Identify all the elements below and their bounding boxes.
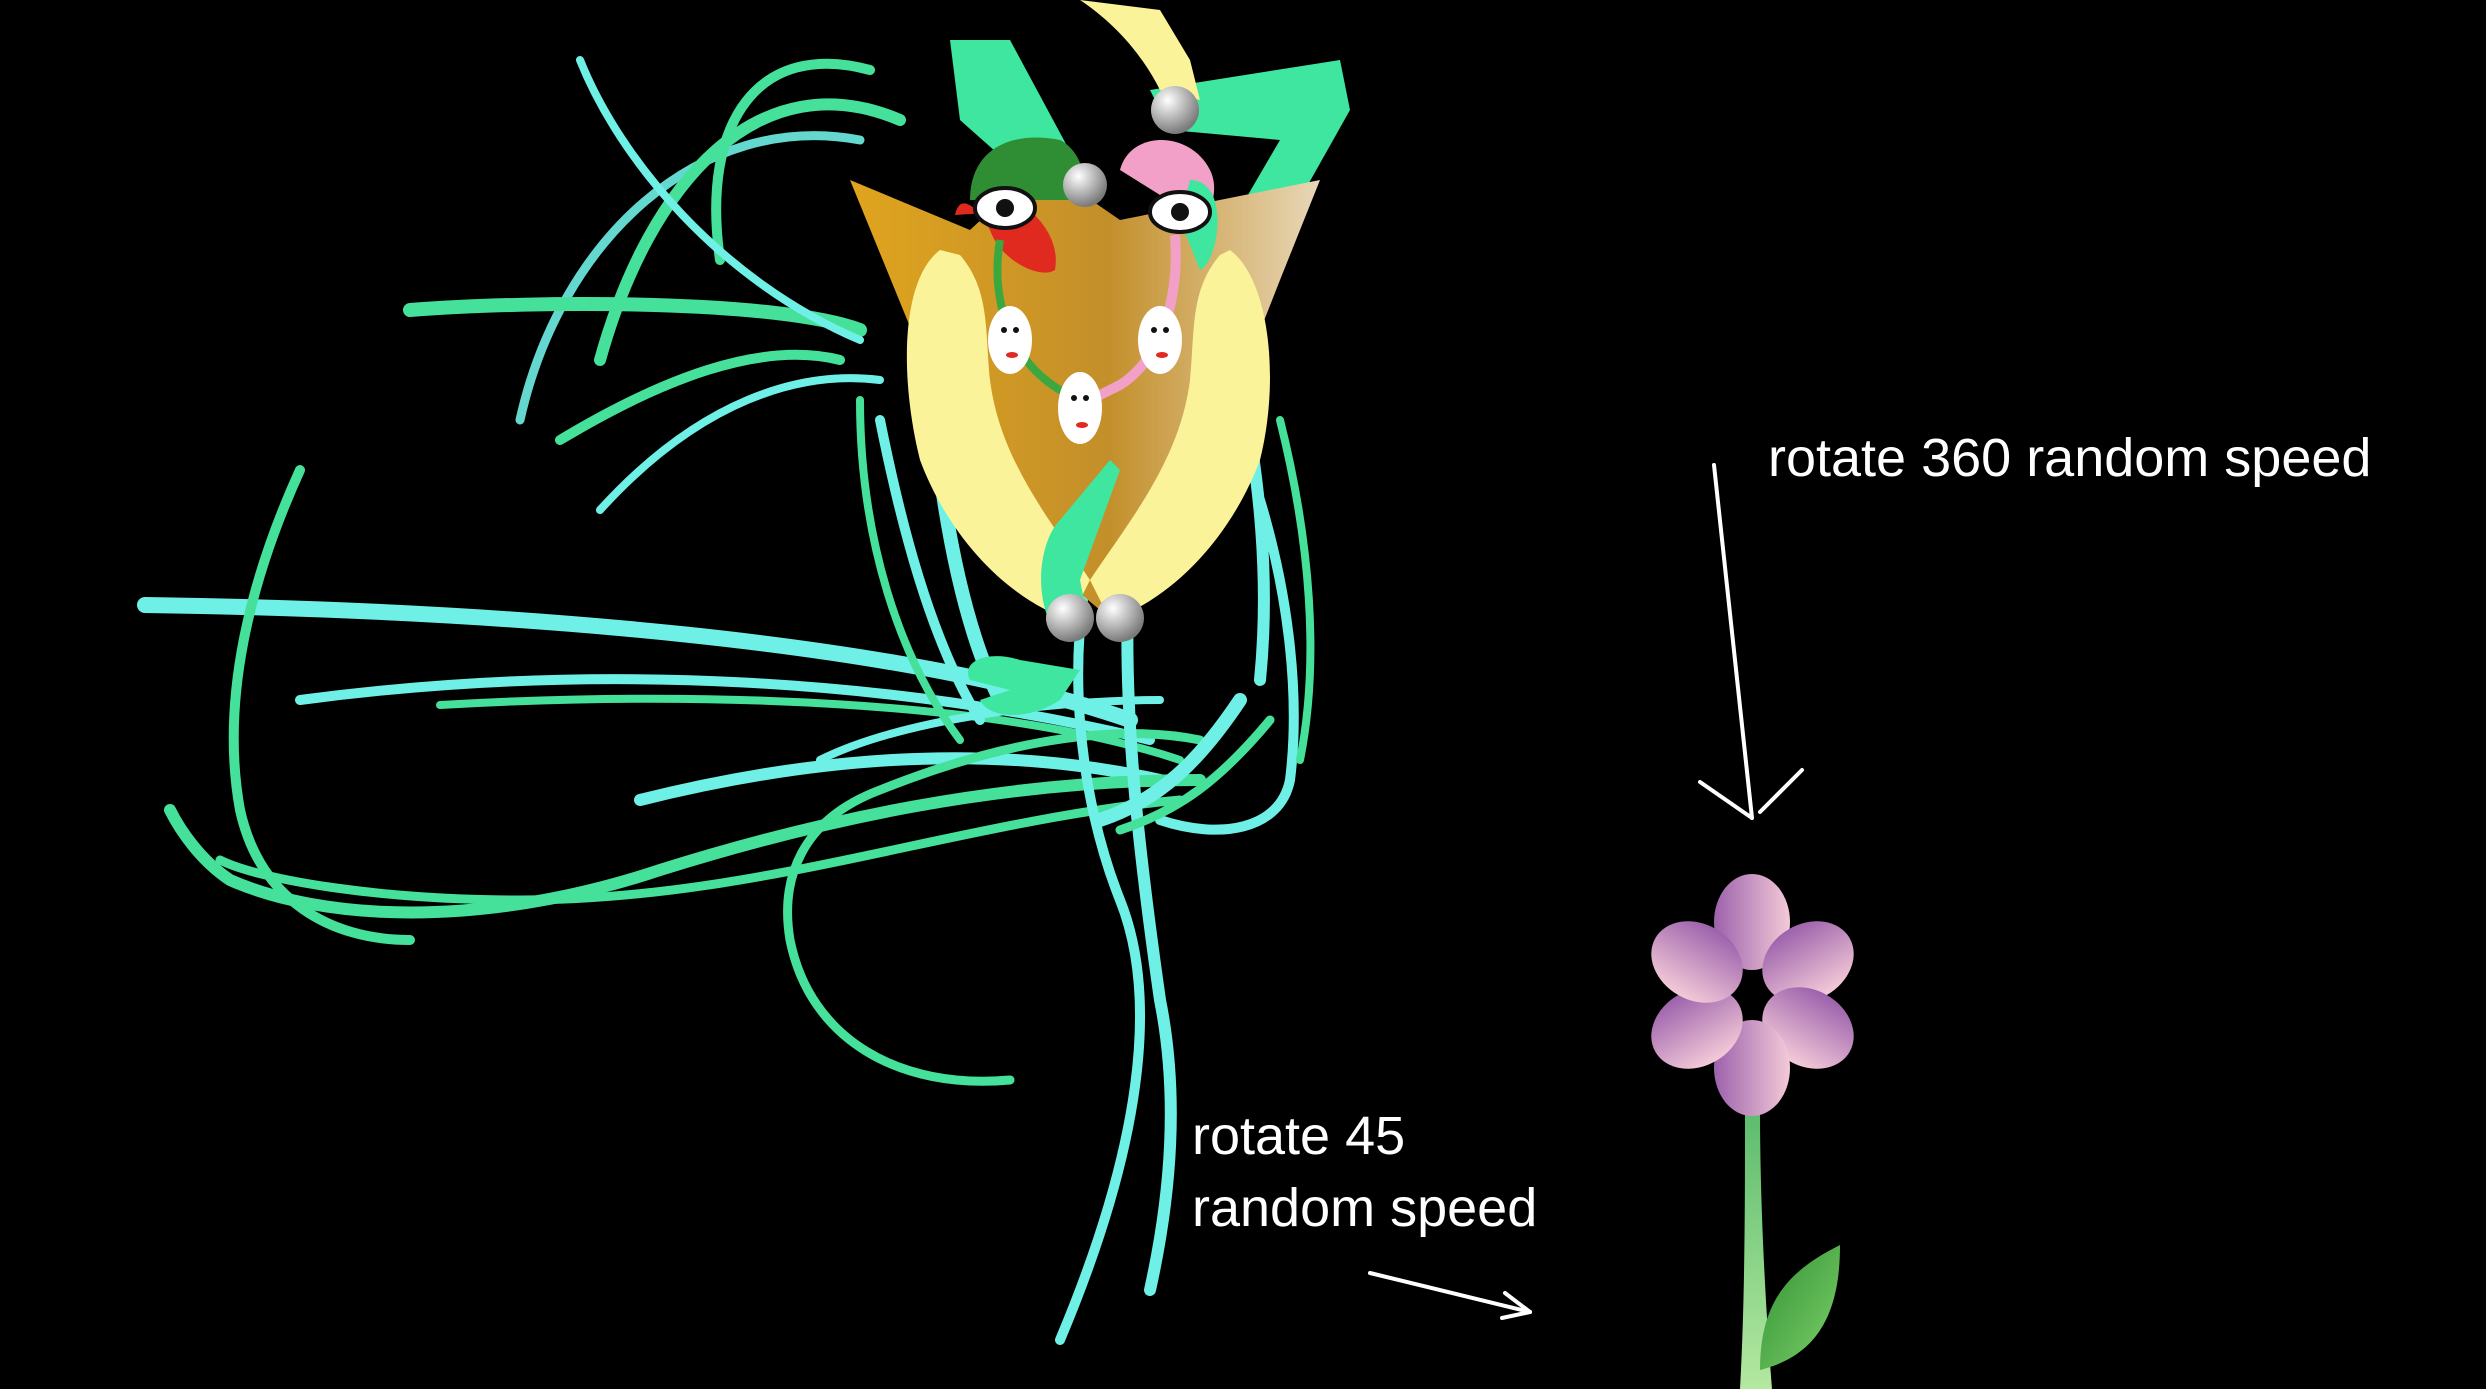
annotation-rotate-360: rotate 360 random speed — [1768, 428, 2372, 488]
annotation-rotate-45-line1: rotate 45 — [1192, 1106, 1406, 1166]
flower-leaf — [1760, 1245, 1840, 1370]
annotation-rotate-45: rotate 45 random speed — [1192, 1100, 1537, 1244]
yellow-arms — [906, 250, 1270, 620]
flower-petals — [1651, 874, 1854, 1116]
joint-balls — [1046, 86, 1199, 642]
flower-stem — [1740, 1110, 1772, 1389]
figure-illustration — [137, 0, 1350, 1345]
green-hands — [968, 460, 1120, 715]
flower-illustration — [1651, 874, 1854, 1389]
necklace — [988, 234, 1182, 444]
arrow-down-icon — [1698, 463, 1804, 820]
arrow-right-icon — [1368, 1271, 1532, 1320]
annotation-rotate-45-line2: random speed — [1192, 1178, 1538, 1238]
flower-center — [1738, 981, 1766, 1009]
eyes — [973, 186, 1212, 234]
